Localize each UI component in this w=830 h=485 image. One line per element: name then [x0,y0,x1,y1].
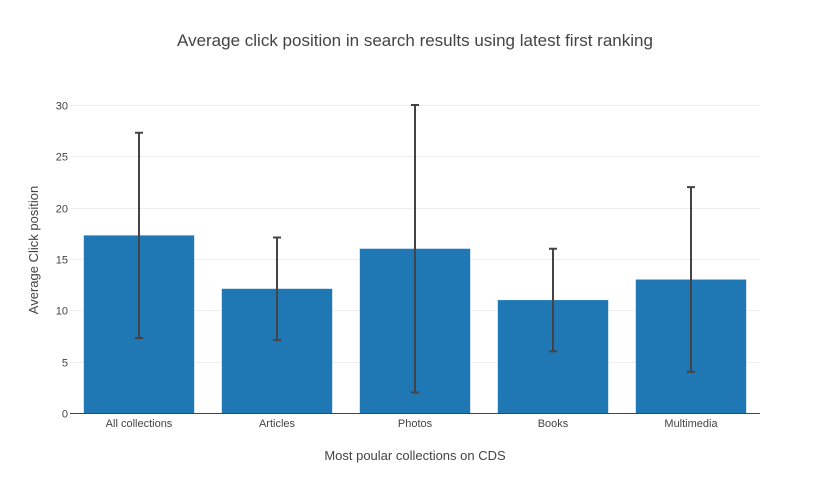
error-bar [273,236,281,342]
y-tick-label: 20 [56,204,68,216]
x-axis-title: Most poular collections on CDS [324,448,506,463]
error-bar [687,186,695,373]
y-tick-label: 25 [56,152,68,164]
y-tick-labels: 0 5 10 15 20 25 30 [56,101,68,421]
x-tick-label: Books [538,418,569,430]
x-tick-label: All collections [106,418,173,430]
y-tick-label: 5 [62,358,68,370]
error-bars [135,104,695,394]
x-tick-label: Photos [398,418,433,430]
y-tick-label: 30 [56,101,68,113]
x-tick-label: Articles [259,418,296,430]
y-tick-label: 0 [62,409,68,421]
error-bar [549,247,557,353]
y-axis-title: Average Click position [26,186,41,314]
x-tick-label: Multimedia [664,418,718,430]
error-bar [411,104,419,394]
x-tick-labels: All collections Articles Photos Books Multim… [106,418,719,430]
error-bar [135,131,143,340]
y-tick-label: 10 [56,306,68,318]
chart-title: Average click position in search results… [177,31,653,50]
y-tick-label: 15 [56,255,68,267]
